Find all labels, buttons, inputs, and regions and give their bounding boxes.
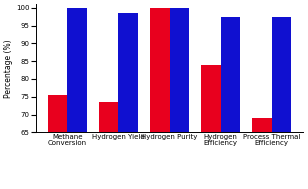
Bar bbox=[118, 13, 138, 189]
Bar bbox=[252, 118, 272, 189]
Bar bbox=[272, 17, 291, 189]
Bar bbox=[169, 8, 189, 189]
Bar bbox=[99, 102, 118, 189]
Bar bbox=[221, 17, 240, 189]
Bar bbox=[150, 8, 169, 189]
Bar bbox=[67, 8, 87, 189]
Y-axis label: Percentage (%): Percentage (%) bbox=[4, 39, 13, 98]
Bar bbox=[48, 95, 67, 189]
Bar bbox=[201, 65, 221, 189]
